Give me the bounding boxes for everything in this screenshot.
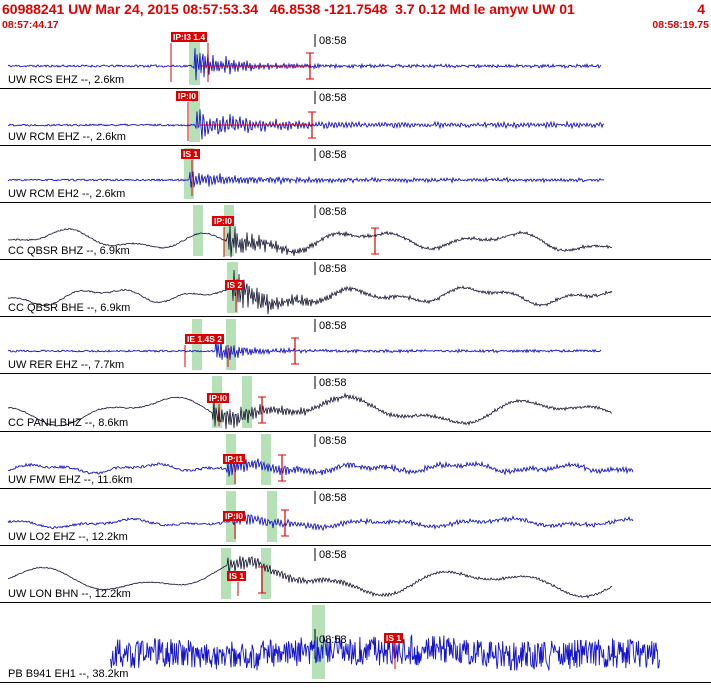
minute-label: 08:58	[319, 549, 347, 561]
trace-row-9: 08:58 IP:I0 UW LO2 EHZ --, 12.2km	[0, 489, 711, 546]
phase-window-band	[261, 548, 271, 599]
station-label: CC QBSR BHZ --, 6.9km	[8, 245, 130, 257]
phase-pick-label[interactable]: IS 1	[181, 149, 201, 159]
window-end-time: 08:58:19.75	[652, 19, 709, 31]
trace-plot	[7, 319, 602, 370]
phase-window-band	[261, 434, 271, 485]
station-label: UW RCM EHZ --, 2.6km	[8, 131, 126, 143]
trace-row-11: 08:58 IS 1 PB B941 EH1 --, 38.2km	[0, 603, 711, 683]
minute-label: 08:58	[319, 492, 347, 504]
minute-label: 08:58	[319, 320, 347, 332]
phase-pick-label[interactable]: IE 1.4S 2	[185, 334, 224, 344]
trace-row-5: 08:58 IS 2 CC QBSR BHE --, 6.9km	[0, 260, 711, 317]
pick-error-bar[interactable]	[278, 454, 286, 482]
phase-window-band	[221, 548, 231, 599]
time-window-bar: 08:57:44.17 08:58:19.75	[0, 19, 711, 32]
pick-error-bar[interactable]	[281, 509, 289, 537]
seismogram-viewer: 60988241 UW Mar 24, 2015 08:57:53.34 46.…	[0, 0, 711, 683]
trace-row-1: 08:58 IP:I3 1.4 UW RCS EHZ --, 2.6km	[0, 32, 711, 89]
phase-pick-label[interactable]: IP:I3 1.4	[171, 32, 208, 42]
trace-row-3: 08:58 IS 1 UW RCM EH2 --, 2.6km	[0, 146, 711, 203]
minute-label: 08:58	[319, 377, 347, 389]
phase-window-band	[192, 319, 202, 370]
waveform-trace[interactable]	[7, 457, 634, 477]
pick-error-bar[interactable]	[258, 566, 266, 594]
phase-pick-label[interactable]: IS 2	[225, 280, 245, 290]
trace-row-7: 08:58 IP:I0 CC PANH BHZ --, 8.6km	[0, 374, 711, 432]
minute-label: 08:58	[319, 35, 347, 47]
trace-row-2: 08:58 IP:I0 UW RCM EHZ --, 2.6km	[0, 89, 711, 146]
pick-error-bar[interactable]	[371, 227, 379, 255]
phase-pick-label[interactable]: IP:I0	[223, 511, 245, 521]
minute-label: 08:58	[319, 92, 347, 104]
trace-plot	[7, 205, 613, 258]
station-label: UW RER EHZ --, 7.7km	[8, 359, 125, 371]
phase-window-band	[193, 205, 203, 256]
event-summary: 60988241 UW Mar 24, 2015 08:57:53.34 46.…	[2, 1, 575, 17]
trace-plot	[7, 148, 605, 199]
station-label: UW RCM EH2 --, 2.6km	[8, 188, 126, 200]
station-label: UW FMW EHZ --, 11.6km	[8, 474, 133, 486]
trace-plot	[109, 605, 660, 679]
phase-window-band	[226, 319, 236, 370]
station-label: PB B941 EH1 --, 38.2km	[8, 668, 129, 680]
phase-pick-label[interactable]: IP:I1	[223, 454, 245, 464]
trace-plot	[7, 548, 613, 599]
phase-window-band	[242, 376, 252, 428]
waveform-trace[interactable]	[7, 513, 634, 532]
waveform-trace[interactable]	[7, 224, 613, 258]
phase-window-band	[224, 205, 234, 256]
phase-window-band	[267, 491, 277, 542]
waveform-trace[interactable]	[7, 338, 602, 360]
minute-label: 08:58	[319, 634, 347, 646]
phase-pick-label[interactable]: IP:I0	[212, 216, 234, 226]
event-flag: 4	[697, 1, 705, 17]
trace-plot	[7, 34, 602, 85]
pick-error-bar[interactable]	[308, 111, 316, 139]
pick-error-bar[interactable]	[306, 52, 314, 80]
waveform-trace[interactable]	[7, 109, 605, 140]
event-header: 60988241 UW Mar 24, 2015 08:57:53.34 46.…	[0, 0, 711, 19]
phase-pick-label[interactable]: IS 1	[227, 571, 247, 581]
waveform-trace[interactable]	[7, 392, 613, 430]
minute-label: 08:58	[319, 263, 347, 275]
pick-error-bar[interactable]	[258, 396, 266, 424]
trace-row-4: 08:58 IP:I0 CC QBSR BHZ --, 6.9km	[0, 203, 711, 260]
minute-label: 08:58	[319, 149, 347, 161]
phase-pick-label[interactable]: IP:I0	[176, 91, 198, 101]
phase-pick-label[interactable]: IS 1	[384, 633, 404, 643]
window-start-time: 08:57:44.17	[2, 19, 59, 31]
waveform-trace[interactable]	[7, 171, 605, 188]
minute-label: 08:58	[319, 206, 347, 218]
waveform-trace[interactable]	[7, 555, 613, 599]
station-label: UW LON BHN --, 12.2km	[8, 588, 131, 600]
trace-list: 08:58 IP:I3 1.4 UW RCS EHZ --, 2.6km 08:58 I…	[0, 32, 711, 683]
phase-window-band	[184, 148, 194, 199]
trace-row-6: 08:58 IE 1.4S 2 UW RER EHZ --, 7.7km	[0, 317, 711, 374]
trace-row-8: 08:58 IP:I1 UW FMW EHZ --, 11.6km	[0, 432, 711, 489]
phase-pick-label[interactable]: IP:I0	[207, 393, 229, 403]
pick-error-bar[interactable]	[291, 337, 299, 365]
waveform-trace[interactable]	[109, 633, 660, 671]
station-label: UW RCS EHZ --, 2.6km	[8, 74, 125, 86]
station-label: UW LO2 EHZ --, 12.2km	[8, 531, 128, 543]
trace-row-10: 08:58 IS 1 UW LON BHN --, 12.2km	[0, 546, 711, 603]
waveform-trace[interactable]	[7, 269, 613, 315]
station-label: CC QBSR BHE --, 6.9km	[8, 302, 131, 314]
minute-label: 08:58	[319, 435, 347, 447]
trace-plot	[7, 91, 605, 142]
phase-window-band	[189, 91, 200, 142]
station-label: CC PANH BHZ --, 8.6km	[8, 417, 129, 429]
